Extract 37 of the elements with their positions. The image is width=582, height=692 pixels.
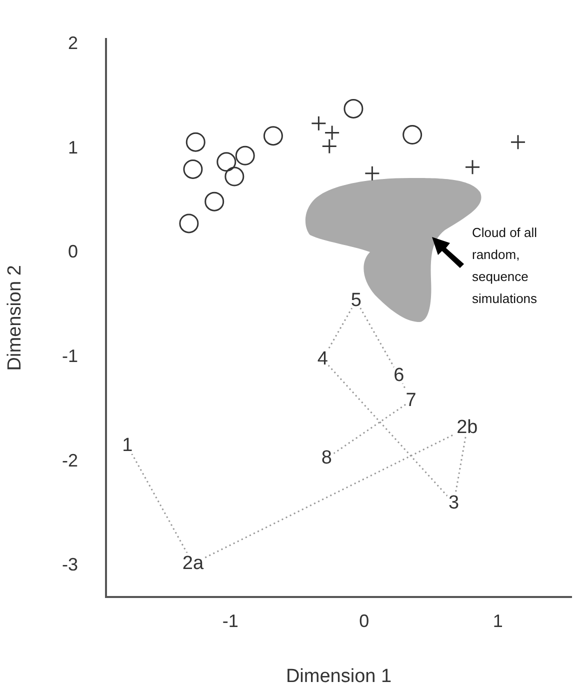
- x-tick-label: -1: [222, 610, 238, 631]
- point: [235, 146, 255, 166]
- y-tick-label: -2: [62, 450, 78, 470]
- y-tick-label: 1: [68, 137, 78, 158]
- point: [324, 124, 340, 140]
- point: [224, 166, 244, 186]
- point: [364, 166, 380, 182]
- y-tick-label: 0: [68, 242, 78, 262]
- point: [344, 98, 364, 118]
- y-tick-label: 2: [68, 32, 78, 53]
- x-axis-title: Dimension 1: [286, 666, 392, 687]
- point: [183, 159, 203, 179]
- annotation: 6: [394, 365, 404, 386]
- x-tick-label: 0: [359, 610, 370, 631]
- annotation: 3: [448, 492, 460, 514]
- point: [216, 152, 236, 172]
- point: [179, 214, 199, 234]
- point: [186, 132, 206, 152]
- point: [510, 134, 526, 150]
- point: [310, 116, 326, 132]
- annotation: 2a: [182, 552, 204, 574]
- annotation: 8: [321, 447, 332, 468]
- y-axis-title: Dimension 2: [4, 265, 26, 371]
- point: [402, 125, 422, 145]
- annotation: 4: [317, 348, 328, 370]
- annotation: 5: [350, 290, 362, 311]
- y-tick-label: -1: [62, 346, 78, 366]
- annotation: 7: [406, 390, 416, 412]
- point: [263, 126, 283, 146]
- point: [464, 159, 480, 175]
- annotation: Cloud of all random, sequence simulations: [472, 224, 538, 308]
- x-tick-label: 1: [492, 610, 503, 631]
- annotation: 1: [122, 434, 133, 456]
- annotation: 2b: [456, 417, 478, 438]
- point: [322, 138, 338, 154]
- point: [204, 192, 224, 212]
- y-tick-label: -3: [62, 554, 78, 575]
